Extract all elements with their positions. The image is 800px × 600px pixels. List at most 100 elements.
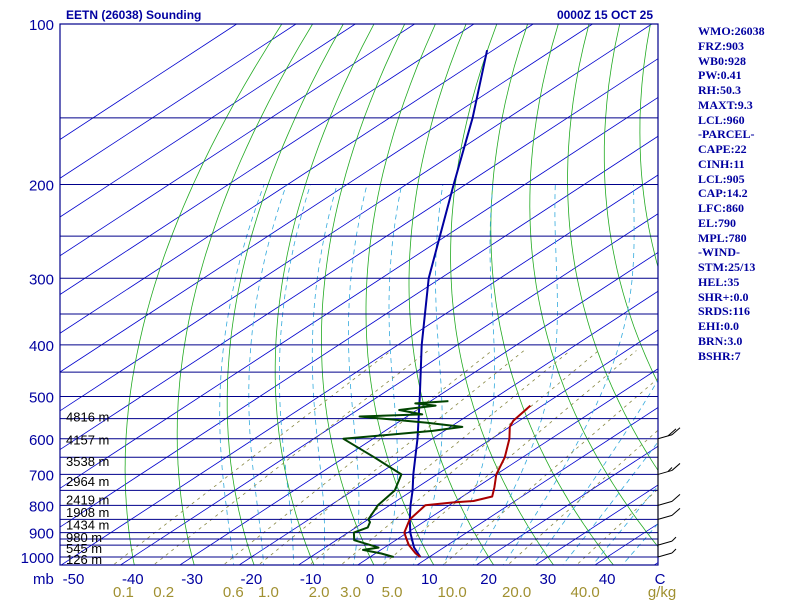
mixing-ratio-line [257, 350, 525, 565]
wind-barb [657, 548, 677, 558]
mixing-ratio-label: 20.0 [502, 584, 531, 600]
isotherm-line [179, 252, 658, 565]
height-label: 2419 m [66, 492, 109, 507]
height-label: 1908 m [66, 505, 109, 520]
parameter-line: LCL:905 [698, 171, 745, 186]
moist-adiabat-line [502, 184, 635, 565]
dry-adiabat-line [567, 24, 658, 472]
parameter-line: PW:0.41 [698, 68, 742, 83]
pressure-tick-label: 900 [29, 526, 54, 543]
dewpoint-trace [342, 400, 464, 558]
isotherm-line [60, 24, 534, 334]
temperature-tick-label: -10 [300, 571, 322, 588]
wind-barb [657, 536, 677, 546]
dry-adiabat-line [226, 24, 344, 565]
mixing-ratio-line [442, 377, 658, 565]
isotherm-line [238, 290, 658, 565]
temperature-tick-label: 30 [540, 571, 557, 588]
mixing-ratio-label: 5.0 [382, 584, 403, 600]
temperature-tick-label: -50 [63, 571, 85, 588]
pressure-tick-label: 100 [29, 17, 54, 34]
parameter-line: BRN:3.0 [698, 333, 743, 348]
isotherm-line [60, 24, 297, 179]
mixing-ratio-label: 2.0 [309, 584, 330, 600]
isotherm-line [60, 24, 653, 412]
isotherm-line [60, 174, 658, 565]
temperature-tick-label: -30 [181, 571, 203, 588]
isotherm-line [297, 329, 658, 565]
temperature-tick-label: -40 [122, 571, 144, 588]
mixing-ratio-line [152, 350, 429, 565]
dry-adiabat-line [408, 24, 495, 565]
dry-adiabat-line [450, 24, 555, 565]
height-label: 2964 m [66, 474, 109, 489]
temperature-tick-label: 20 [480, 571, 497, 588]
height-label: 3538 m [66, 454, 109, 469]
dry-adiabat-line [365, 24, 436, 565]
dry-adiabat-line [639, 24, 658, 269]
mixing-ratio-line [308, 350, 571, 565]
temperature-trace [403, 404, 532, 558]
parameter-line: EHI:0.0 [698, 319, 740, 333]
mixing-ratio-line [507, 429, 658, 565]
parameter-line: HEL:35 [698, 274, 740, 289]
height-label: 4816 m [66, 409, 109, 424]
moist-adiabat-line [278, 184, 311, 565]
height-label: 126 m [66, 552, 102, 567]
wind-barb [657, 508, 681, 520]
dry-adiabat-line [124, 24, 283, 565]
moist-adiabat-line [219, 184, 265, 565]
mixing-ratio-label: 10.0 [438, 584, 467, 600]
isotherm-line [416, 407, 658, 565]
parameter-line: RH:50.3 [698, 83, 741, 97]
mixing-ratio-label: 1.0 [258, 584, 279, 600]
pressure-unit-label: mb [33, 571, 54, 588]
wind-barb [657, 493, 681, 506]
time-title: 0000Z 15 OCT 25 [557, 8, 653, 22]
dry-adiabat-line [274, 24, 375, 565]
parameter-line: FRZ:903 [698, 38, 744, 53]
isotherm-line [60, 24, 593, 373]
parameter-line: WB0:928 [698, 53, 746, 68]
height-label: 1434 m [66, 517, 109, 532]
parameter-line: -PARCEL- [698, 127, 755, 142]
parameter-line: LFC:860 [698, 201, 744, 215]
dry-adiabat-line [490, 24, 614, 565]
isotherm-line [357, 368, 658, 565]
mixing-ratio-label: 0.1 [113, 584, 134, 600]
pressure-tick-label: 600 [29, 432, 54, 449]
parcel-trace [408, 49, 489, 558]
temperature-tick-label: -20 [241, 571, 263, 588]
parameter-line: SRDS:116 [698, 304, 751, 319]
dry-adiabat-line [529, 24, 658, 548]
pressure-tick-label: 500 [29, 390, 54, 407]
moist-adiabat-line [311, 184, 338, 565]
plot-area [60, 24, 658, 565]
parameter-line: MAXT:9.3 [698, 97, 753, 112]
moist-adiabat-line [442, 184, 496, 565]
isotherm-line [475, 445, 658, 565]
temperature-tick-label: 0 [366, 571, 374, 588]
mixing-ratio-label: 3.0 [340, 584, 361, 600]
dry-adiabat-line [603, 24, 658, 384]
sounding-parameters-panel: WMO:26038 FRZ:903 WB0:928 PW:0.41 RH:50.3 MAX… [698, 24, 798, 363]
wind-barb [657, 463, 681, 475]
mixing-ratio-line [222, 350, 493, 565]
pressure-tick-label: 1000 [21, 550, 54, 567]
moist-adiabat-line [248, 184, 287, 565]
moist-adiabat-line [412, 184, 444, 565]
wind-barb [657, 427, 681, 440]
isotherm-line [60, 135, 658, 528]
mixing-ratio-line [575, 488, 658, 565]
isotherm-line [60, 24, 475, 295]
dry-adiabat-line [176, 24, 313, 565]
isotherm-line [60, 24, 356, 218]
parameter-line: CAPE:22 [698, 142, 747, 156]
parameter-line: CINH:11 [698, 156, 745, 171]
parameter-line: BSHR:7 [698, 348, 741, 363]
pressure-tick-label: 300 [29, 271, 54, 288]
pressure-tick-label: 700 [29, 467, 54, 484]
mixing-ratio-label: 0.2 [153, 584, 174, 600]
